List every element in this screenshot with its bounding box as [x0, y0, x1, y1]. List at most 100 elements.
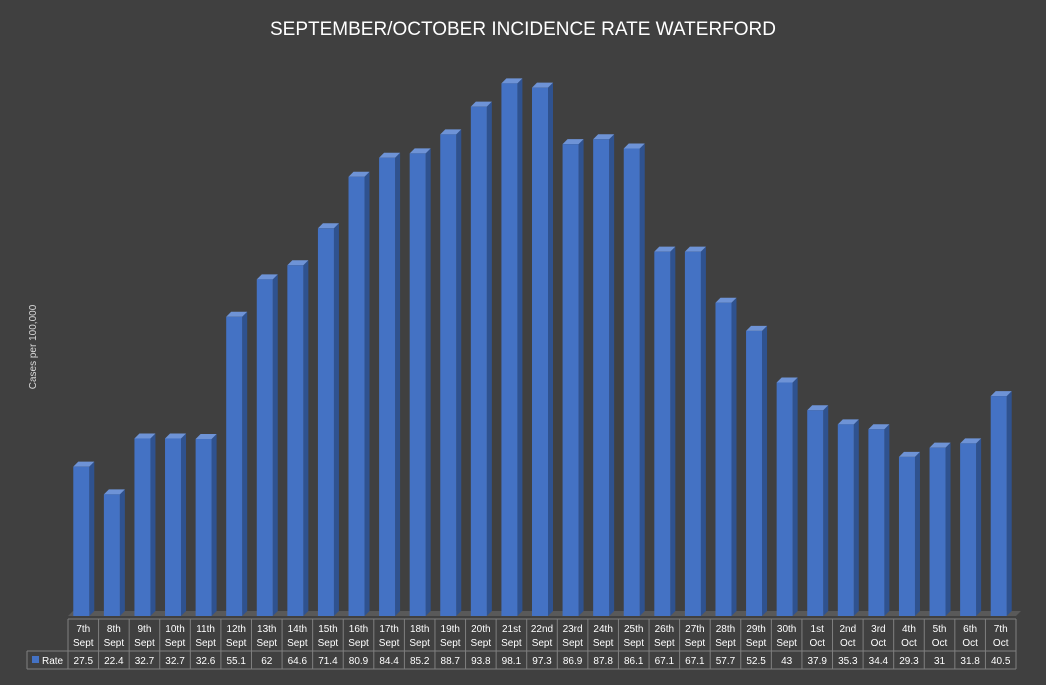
x-tick-label: 26th	[655, 624, 674, 635]
bars-group	[68, 78, 1021, 617]
bar-top	[440, 129, 462, 135]
data-label: 27.5	[74, 656, 94, 667]
y-axis-label: Cases per 100,000	[28, 304, 39, 389]
legend-swatch	[32, 656, 39, 663]
bar-side	[333, 223, 339, 616]
bar	[226, 311, 248, 616]
data-label: 62	[261, 656, 273, 667]
bar	[684, 246, 706, 616]
data-label: 31.8	[960, 656, 980, 667]
data-label: 80.9	[349, 656, 369, 667]
data-label: 57.7	[716, 656, 736, 667]
bar-top	[379, 152, 401, 158]
bar-top	[562, 139, 584, 145]
bar-top	[134, 433, 156, 439]
bar-top	[226, 311, 248, 317]
bar-top	[868, 424, 890, 430]
bar-front	[440, 134, 457, 616]
x-tick-label: Sept	[746, 638, 767, 649]
bar	[73, 461, 95, 616]
x-tick-label: Oct	[840, 638, 856, 649]
bar-top	[898, 451, 920, 457]
bar-front	[165, 438, 182, 616]
x-tick-label: Sept	[776, 638, 797, 649]
bar-side	[762, 325, 768, 616]
x-tick-label: 28th	[716, 624, 735, 635]
bar-front	[929, 447, 946, 616]
x-tick-label: 27th	[685, 624, 704, 635]
x-tick-label: 16th	[349, 624, 368, 635]
bar-front	[593, 139, 610, 616]
bar-side	[578, 139, 584, 616]
x-tick-label: 12th	[226, 624, 245, 635]
x-tick-label: Sept	[532, 638, 553, 649]
bar	[165, 433, 187, 616]
data-label: 64.6	[288, 656, 308, 667]
x-tick-label: Sept	[471, 638, 492, 649]
bar	[562, 139, 584, 616]
bar-top	[470, 101, 492, 107]
bar	[746, 325, 768, 616]
bar-front	[103, 494, 120, 616]
bar	[256, 274, 278, 616]
bar	[287, 260, 309, 616]
bar-top	[960, 438, 982, 444]
x-tick-label: Sept	[440, 638, 461, 649]
data-label: 84.4	[379, 656, 399, 667]
bar-top	[532, 82, 553, 88]
x-tick-label: Sept	[654, 638, 675, 649]
bar-side	[242, 311, 248, 616]
data-label: 37.9	[807, 656, 827, 667]
bar	[409, 148, 431, 616]
bar-side	[945, 442, 951, 616]
bar-top	[684, 246, 706, 252]
bar-front	[837, 424, 854, 616]
data-label: 35.3	[838, 656, 858, 667]
bar-side	[792, 377, 798, 616]
bar-side	[364, 171, 370, 616]
data-label: 52.5	[746, 656, 766, 667]
data-label: 93.8	[471, 656, 491, 667]
data-label: 43	[781, 656, 793, 667]
x-tick-label: Sept	[195, 638, 216, 649]
bar-side	[456, 129, 462, 616]
bar	[960, 438, 982, 616]
x-tick-label: Sept	[593, 638, 614, 649]
x-tick-label: Oct	[962, 638, 978, 649]
data-label: 22.4	[104, 656, 124, 667]
bar-front	[501, 83, 518, 616]
x-tick-label: Oct	[901, 638, 917, 649]
x-tick-label: 9th	[137, 624, 151, 635]
data-label: 97.3	[532, 656, 552, 667]
x-tick-label: 4th	[902, 624, 916, 635]
bar-front	[379, 157, 396, 616]
x-tick-label: 7th	[994, 624, 1008, 635]
x-tick-label: 11th	[196, 624, 215, 635]
bar	[440, 129, 462, 616]
x-tick-label: 29th	[746, 624, 765, 635]
bar-front	[960, 443, 977, 616]
bar	[715, 297, 737, 616]
bar-front	[348, 176, 365, 616]
x-tick-label: 10th	[165, 624, 184, 635]
bar	[532, 82, 553, 616]
bar-top	[287, 260, 309, 266]
bar-front	[684, 251, 701, 616]
bar-front	[868, 429, 885, 616]
bar-side	[670, 246, 676, 616]
x-tick-label: Sept	[73, 638, 94, 649]
x-tick-label: 21st	[502, 624, 521, 635]
bar-front	[226, 316, 243, 616]
x-tick-label: 25th	[624, 624, 643, 635]
bar-top	[807, 405, 829, 411]
bar-top	[501, 78, 523, 84]
bar	[990, 391, 1012, 616]
x-tick-label: 19th	[441, 624, 460, 635]
data-label: 88.7	[441, 656, 461, 667]
bar	[317, 223, 339, 616]
bar-side	[303, 260, 309, 616]
x-tick-label: Sept	[226, 638, 247, 649]
bar-front	[898, 456, 915, 616]
bar-front	[195, 438, 212, 616]
